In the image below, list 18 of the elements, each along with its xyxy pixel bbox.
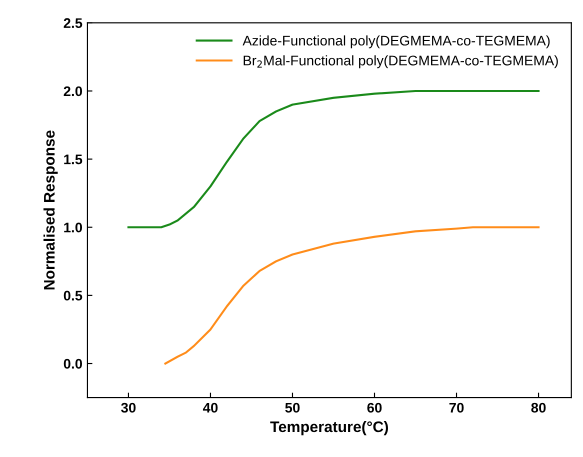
x-tick-label: 40: [202, 402, 218, 413]
y-tick-label: 1.5: [64, 154, 82, 164]
x-tick-label: 80: [531, 402, 546, 413]
x-axis-title: Temperature(°C): [270, 420, 388, 436]
legend-label: Azide-Functional poly(DEGMEMA-co-TEGMEMA): [242, 35, 550, 48]
y-tick-label: 0.0: [64, 358, 82, 369]
x-tick-label: 70: [449, 402, 464, 413]
y-tick-label: 0.5: [64, 290, 82, 301]
legend-label: Br$_{2}$Mal-Functional poly(DEGMEMA-co-TEGMEMA): [244, 55, 558, 68]
y-tick-label: 2.5: [64, 18, 82, 28]
x-tick-label: 50: [285, 402, 300, 413]
y-tick-label: 2.0: [64, 86, 82, 96]
y-axis-title: Normalised Response: [43, 130, 58, 290]
y-tick-label: 1.0: [64, 222, 82, 232]
x-tick-label: 30: [121, 402, 136, 413]
x-tick-label: 60: [367, 402, 382, 413]
line-series: [164, 226, 540, 365]
line-series: [127, 90, 540, 228]
